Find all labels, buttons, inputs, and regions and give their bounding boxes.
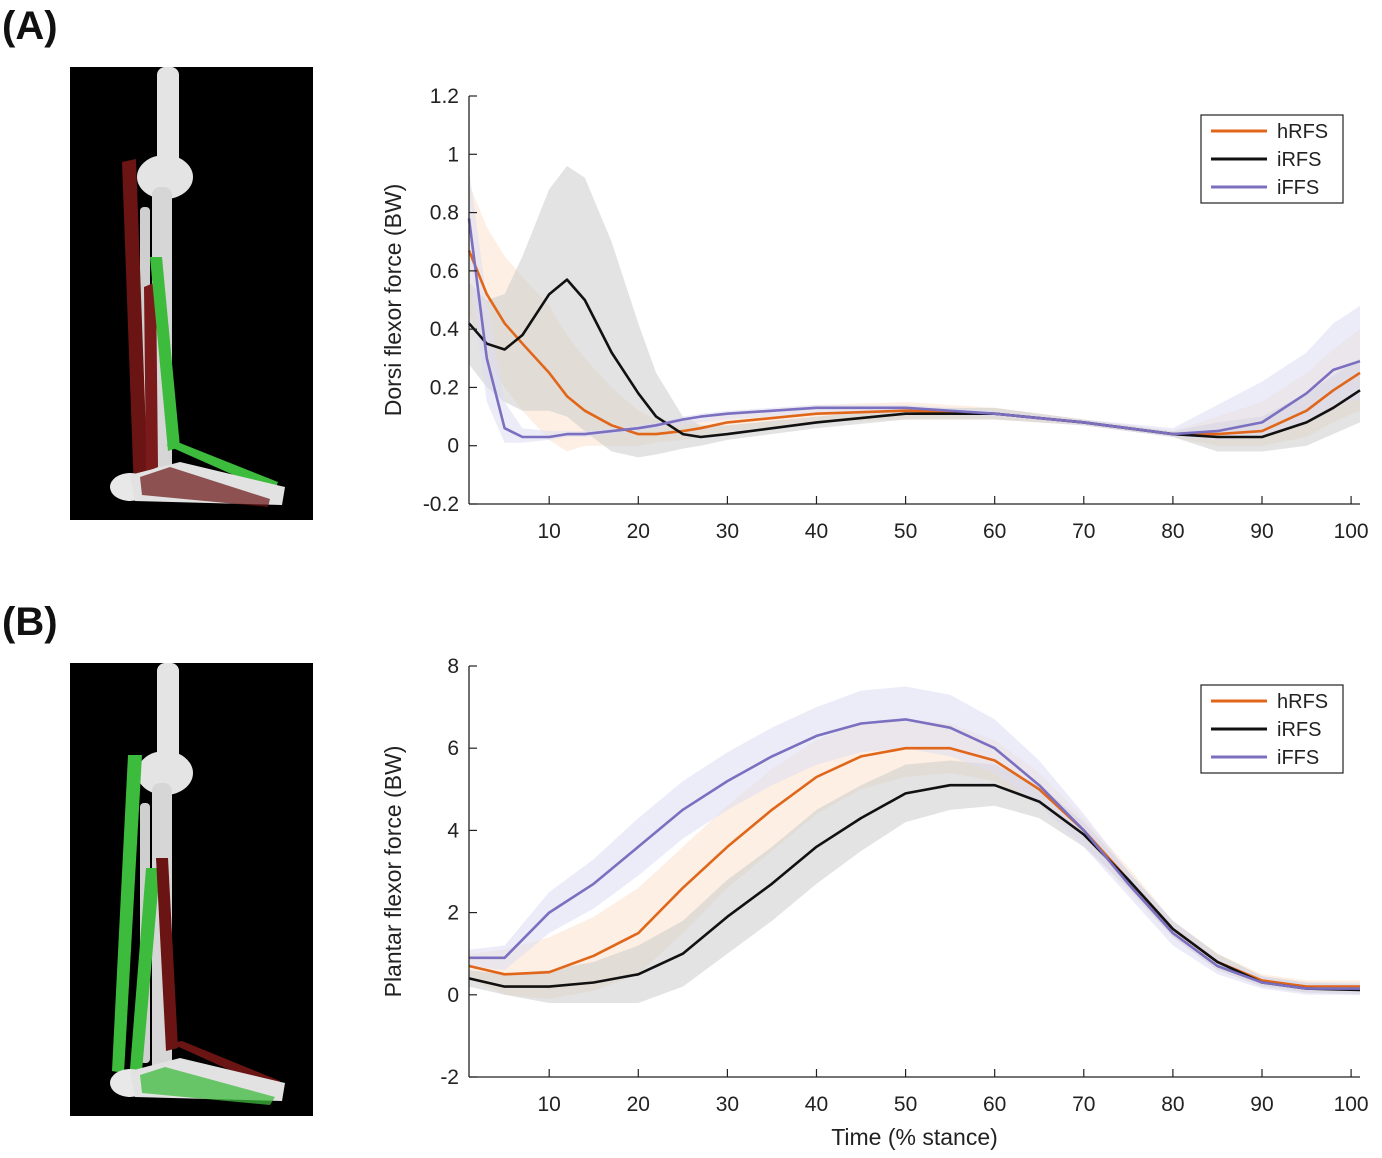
x-tick-label: 40: [805, 1093, 828, 1116]
x-tick-label: 20: [627, 1093, 650, 1116]
y-axis-label: Plantar flexor force (BW): [380, 746, 406, 998]
knee-joint: [137, 751, 193, 795]
y-axis-label: Dorsi flexor force (BW): [380, 184, 406, 417]
dorsi-flexor-chart: -0.2 0 0.2 0.4 0.6 0.8 1 1.2 10 20 30 40 50 60 70 80 90 1…: [380, 85, 1369, 543]
legend-label-iFFS: iFFS: [1277, 177, 1319, 199]
leg-model-image-a: [70, 67, 313, 520]
tibialis-muscle-green: [150, 257, 180, 451]
x-axis-label: Time (% stance): [831, 1124, 998, 1150]
panel-label-b: (B): [2, 600, 58, 644]
calf-muscle-red: [122, 159, 148, 492]
flexor-muscle-red: [156, 858, 178, 1051]
legend-label-iFFS: iFFS: [1277, 747, 1319, 769]
y-tick-label: 8: [447, 655, 459, 678]
soleus-muscle-red: [144, 282, 158, 472]
legend-label-iRFS: iRFS: [1277, 719, 1321, 741]
x-tick-label: 100: [1334, 1093, 1369, 1116]
x-tick-label: 20: [627, 520, 650, 543]
x-tick-label: 10: [538, 1093, 561, 1116]
y-tick-label: 0.4: [430, 318, 460, 341]
image-background: [70, 67, 313, 520]
legend-label-hRFS: hRFS: [1277, 121, 1328, 143]
band-iRFS: [469, 760, 1360, 1004]
y-tick-label: 0.8: [430, 202, 459, 225]
x-tick-label: 90: [1250, 1093, 1273, 1116]
legend-label-hRFS: hRFS: [1277, 691, 1328, 713]
y-tick-label: 4: [447, 819, 459, 842]
line-iFFS: [469, 718, 1360, 990]
x-tick-label: 80: [1161, 520, 1184, 543]
y-tick-label: 2: [447, 902, 459, 925]
gastrocnemius-muscle-green: [112, 755, 142, 1073]
y-tick-label: 0.2: [430, 376, 459, 399]
x-tick-label: 70: [1072, 520, 1095, 543]
x-tick-label: 70: [1072, 1093, 1095, 1116]
x-tick-label: 10: [538, 520, 561, 543]
knee-joint: [137, 155, 193, 199]
legend: hRFS iRFS iFFS: [1200, 684, 1344, 774]
y-tick-label: 0: [447, 435, 459, 458]
x-tick-label: 40: [805, 520, 828, 543]
line-iRFS: [468, 278, 1361, 439]
foot-muscle-red: [140, 467, 270, 507]
soleus-muscle-green: [130, 868, 160, 1071]
plantar-flexor-chart: -2 0 2 4 6 8 10 20 30 40 50 60 70 80 90 100 Plantar flex…: [380, 655, 1369, 1150]
x-tick-label: 90: [1250, 520, 1273, 543]
y-tick-label: 0: [447, 984, 459, 1007]
x-tick-label: 60: [983, 520, 1006, 543]
x-tick-label: 100: [1334, 520, 1369, 543]
y-tick-label: -2: [440, 1066, 459, 1089]
x-tick-label: 50: [894, 520, 917, 543]
femur-bone: [157, 67, 179, 167]
leg-model-image-b: [70, 663, 313, 1116]
x-tick-label: 30: [716, 520, 739, 543]
foot-muscle-green: [140, 1067, 275, 1105]
femur-bone: [157, 663, 179, 763]
x-tick-label: 30: [716, 1093, 739, 1116]
x-tick-label: 60: [983, 1093, 1006, 1116]
y-tick-label: -0.2: [423, 493, 459, 516]
y-tick-label: 6: [447, 737, 459, 760]
image-background: [70, 663, 313, 1116]
y-tick-label: 1.2: [430, 85, 459, 108]
x-tick-label: 50: [894, 1093, 917, 1116]
line-iRFS: [468, 783, 1361, 992]
panel-label-a: (A): [2, 4, 58, 48]
legend-label-iRFS: iRFS: [1277, 149, 1321, 171]
line-iFFS: [467, 218, 1361, 439]
legend: hRFS iRFS iFFS: [1200, 114, 1344, 204]
y-tick-label: 1: [447, 143, 459, 166]
x-tick-label: 80: [1161, 1093, 1184, 1116]
line-hRFS: [467, 250, 1361, 436]
y-tick-label: 0.6: [430, 260, 459, 283]
